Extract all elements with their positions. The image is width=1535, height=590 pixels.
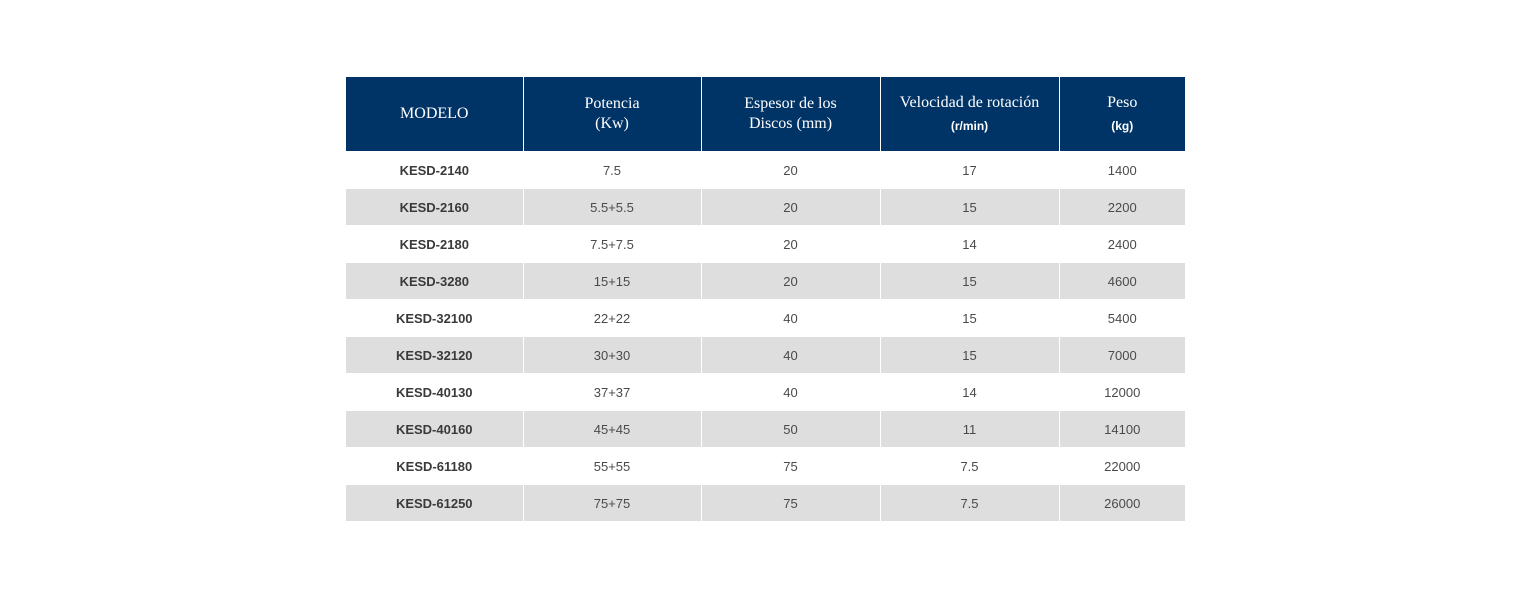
rotation-speed-cell: 14 — [879, 373, 1059, 411]
header-unit: (r/min) — [950, 119, 989, 133]
disc-thickness-cell: 40 — [700, 336, 880, 374]
header-row: MODELO Potencia (Kw) Espesor de los Disc… — [346, 77, 1185, 152]
disc-thickness-cell: 40 — [700, 299, 880, 337]
weight-cell: 4600 — [1058, 262, 1185, 300]
disc-thickness-cell: 20 — [700, 225, 880, 263]
rotation-speed-cell: 11 — [879, 410, 1059, 448]
rotation-speed-cell: 17 — [879, 151, 1059, 189]
header-label: MODELO — [400, 105, 469, 122]
header-peso: Peso (kg) — [1058, 77, 1185, 152]
model-cell: KESD-2160 — [346, 188, 523, 226]
table-row: KESD-2180 7.5+7.5 20 14 2400 — [346, 225, 1185, 263]
disc-thickness-cell: 75 — [700, 484, 880, 521]
disc-thickness-cell: 75 — [700, 447, 880, 485]
header-label: Peso — [1107, 94, 1138, 111]
header-potencia: Potencia (Kw) — [522, 77, 701, 152]
power-cell: 55+55 — [522, 447, 701, 485]
power-cell: 7.5 — [522, 151, 701, 189]
weight-cell: 14100 — [1058, 410, 1185, 448]
table-row: KESD-61250 75+75 75 7.5 26000 — [346, 484, 1185, 521]
weight-cell: 22000 — [1058, 447, 1185, 485]
model-cell: KESD-61180 — [346, 447, 523, 485]
model-cell: KESD-2180 — [346, 225, 523, 263]
disc-thickness-cell: 20 — [700, 188, 880, 226]
rotation-speed-cell: 7.5 — [879, 447, 1059, 485]
table-row: KESD-32120 30+30 40 15 7000 — [346, 336, 1185, 374]
header-modelo: MODELO — [346, 77, 523, 152]
table-body: KESD-2140 7.5 20 17 1400 KESD-2160 5.5+5.5 20 15… — [346, 151, 1185, 521]
header-espesor: Espesor de los Discos (mm) — [700, 77, 880, 152]
model-cell: KESD-2140 — [346, 151, 523, 189]
table-row: KESD-2160 5.5+5.5 20 15 2200 — [346, 188, 1185, 226]
rotation-speed-cell: 7.5 — [879, 484, 1059, 521]
power-cell: 7.5+7.5 — [522, 225, 701, 263]
model-cell: KESD-61250 — [346, 484, 523, 521]
model-cell: KESD-40130 — [346, 373, 523, 411]
power-cell: 45+45 — [522, 410, 701, 448]
model-cell: KESD-32120 — [346, 336, 523, 374]
power-cell: 37+37 — [522, 373, 701, 411]
rotation-speed-cell: 15 — [879, 262, 1059, 300]
power-cell: 22+22 — [522, 299, 701, 337]
model-cell: KESD-32100 — [346, 299, 523, 337]
header-label: Discos (mm) — [748, 115, 833, 132]
header-velocidad: Velocidad de rotación (r/min) — [879, 77, 1059, 152]
table-row: KESD-32100 22+22 40 15 5400 — [346, 299, 1185, 337]
rotation-speed-cell: 15 — [879, 299, 1059, 337]
header-unit: (kg) — [1111, 119, 1134, 133]
disc-thickness-cell: 20 — [700, 262, 880, 300]
model-cell: KESD-40160 — [346, 410, 523, 448]
power-cell: 15+15 — [522, 262, 701, 300]
disc-thickness-cell: 50 — [700, 410, 880, 448]
table-row: KESD-61180 55+55 75 7.5 22000 — [346, 447, 1185, 485]
table-row: KESD-3280 15+15 20 15 4600 — [346, 262, 1185, 300]
rotation-speed-cell: 15 — [879, 336, 1059, 374]
power-cell: 30+30 — [522, 336, 701, 374]
rotation-speed-cell: 14 — [879, 225, 1059, 263]
weight-cell: 2400 — [1058, 225, 1185, 263]
table-row: KESD-2140 7.5 20 17 1400 — [346, 151, 1185, 189]
weight-cell: 7000 — [1058, 336, 1185, 374]
header-label: Espesor de los — [744, 95, 837, 112]
disc-thickness-cell: 20 — [700, 151, 880, 189]
weight-cell: 12000 — [1058, 373, 1185, 411]
weight-cell: 26000 — [1058, 484, 1185, 521]
specifications-table: MODELO Potencia (Kw) Espesor de los Disc… — [346, 77, 1185, 521]
model-cell: KESD-3280 — [346, 262, 523, 300]
weight-cell: 2200 — [1058, 188, 1185, 226]
table-header: MODELO Potencia (Kw) Espesor de los Disc… — [346, 77, 1185, 152]
disc-thickness-cell: 40 — [700, 373, 880, 411]
table-row: KESD-40160 45+45 50 11 14100 — [346, 410, 1185, 448]
weight-cell: 1400 — [1058, 151, 1185, 189]
rotation-speed-cell: 15 — [879, 188, 1059, 226]
header-label: (Kw) — [595, 115, 629, 132]
table-row: KESD-40130 37+37 40 14 12000 — [346, 373, 1185, 411]
power-cell: 75+75 — [522, 484, 701, 521]
weight-cell: 5400 — [1058, 299, 1185, 337]
power-cell: 5.5+5.5 — [522, 188, 701, 226]
header-label: Potencia — [584, 95, 640, 112]
header-label: Velocidad de rotación — [899, 94, 1040, 111]
